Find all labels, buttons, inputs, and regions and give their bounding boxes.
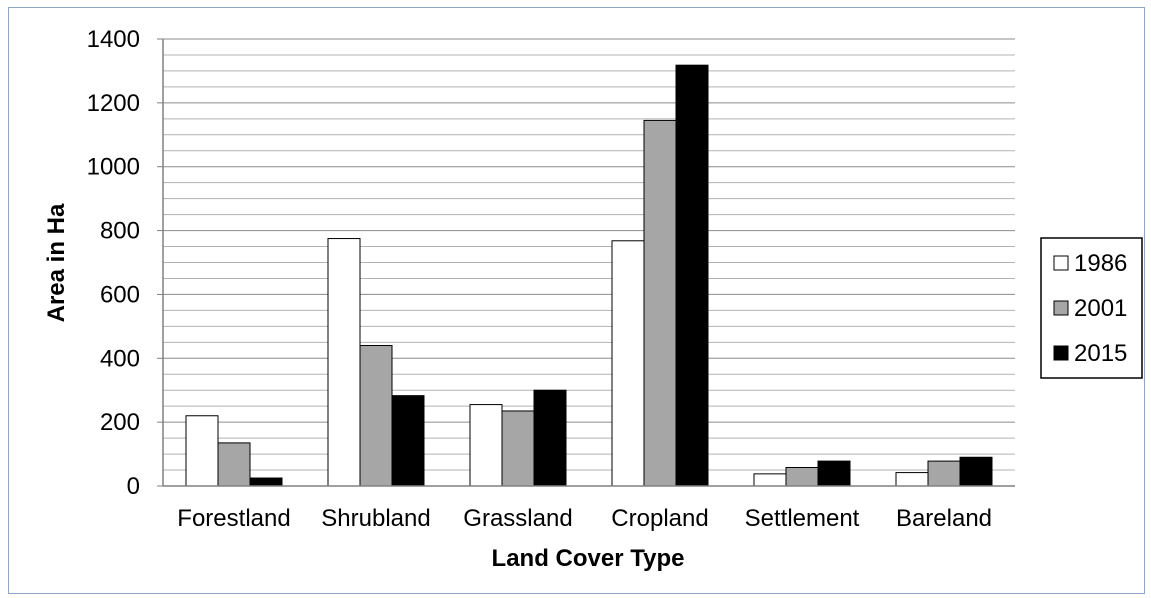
legend-label: 2001 — [1074, 295, 1127, 322]
legend-label: 2015 — [1074, 340, 1127, 367]
bar-1986-grassland — [469, 404, 503, 487]
bar-2001-grassland — [501, 410, 535, 487]
legend: 1986 2001 2015 — [1040, 237, 1143, 379]
bar-2001-forestland — [217, 442, 251, 487]
y-tick-label: 400 — [100, 345, 140, 372]
bar-2015-settlement — [817, 460, 851, 487]
bar-1986-forestland — [185, 415, 219, 487]
legend-swatch-2001 — [1053, 300, 1069, 316]
x-category-label: Cropland — [611, 505, 708, 532]
bar-2001-settlement — [785, 466, 819, 487]
legend-swatch-1986 — [1053, 255, 1069, 271]
bar-1986-bareland — [895, 472, 929, 487]
x-category-labels: Forestland Shrubland Grassland Cropland Sett… — [177, 505, 992, 532]
bar-2015-forestland — [249, 477, 283, 487]
bar-2001-cropland — [643, 119, 677, 487]
legend-label: 1986 — [1074, 250, 1127, 277]
chart-frame — [8, 7, 1145, 594]
bar-1986-settlement — [753, 473, 787, 487]
x-category-label: Forestland — [177, 505, 290, 532]
y-tick-label: 1400 — [87, 26, 140, 53]
y-tick-label: 600 — [100, 281, 140, 308]
y-tick-label: 0 — [127, 473, 140, 500]
bar-2015-bareland — [959, 456, 993, 487]
bar-1986-shrubland — [327, 238, 361, 487]
bar-1986-cropland — [611, 240, 645, 487]
y-tick-label: 800 — [100, 218, 140, 245]
y-axis-title: Area in Ha — [43, 203, 70, 322]
x-category-label: Settlement — [745, 505, 860, 532]
x-category-label: Bareland — [896, 505, 992, 532]
bar-2015-cropland — [675, 64, 709, 487]
gridlines — [163, 38, 1015, 471]
bar-2001-bareland — [927, 460, 961, 487]
y-tick-label: 1000 — [87, 154, 140, 181]
y-tick-label: 1200 — [87, 90, 140, 117]
y-tick-label: 200 — [100, 409, 140, 436]
bars — [185, 64, 993, 487]
bar-2001-shrubland — [359, 345, 393, 487]
x-axis-title: Land Cover Type — [492, 545, 685, 572]
bar-2015-shrubland — [391, 395, 425, 487]
y-tick-labels: 0 200 400 600 800 1000 1200 1400 — [87, 26, 163, 500]
legend-swatch-2015 — [1053, 345, 1069, 361]
x-category-label: Grassland — [463, 505, 572, 532]
x-category-label: Shrubland — [321, 505, 430, 532]
bar-2015-grassland — [533, 389, 567, 487]
